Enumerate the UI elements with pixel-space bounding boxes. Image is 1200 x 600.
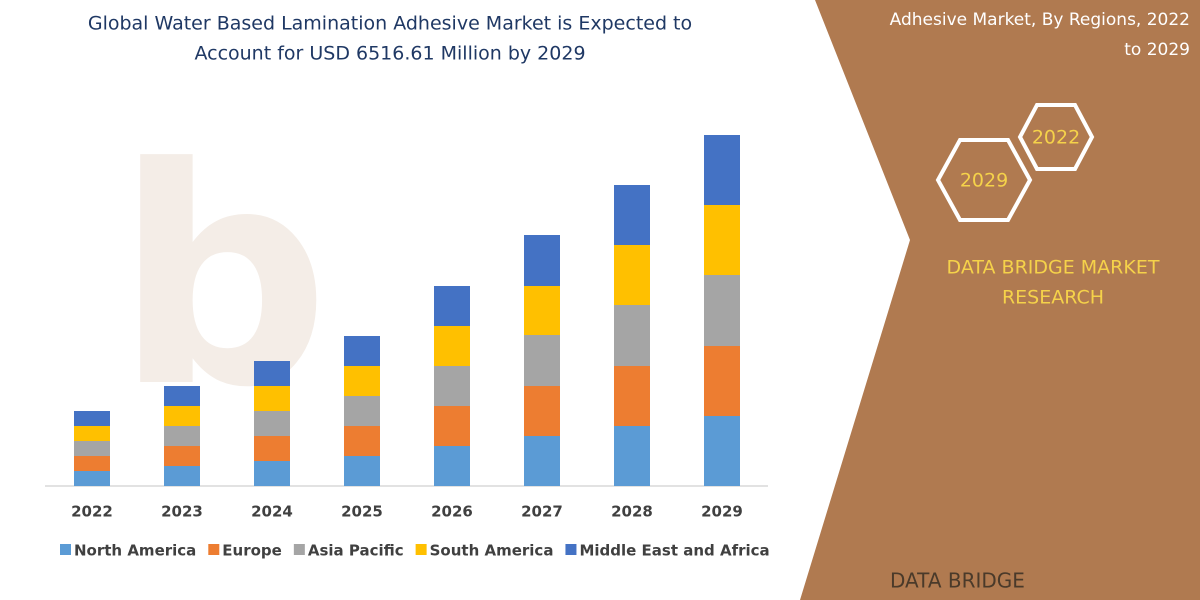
x-tick-label: 2025	[341, 503, 383, 521]
bar-segment	[254, 361, 290, 386]
logo-text: DATA BRIDGE	[890, 569, 1025, 593]
bar-segment	[74, 456, 110, 471]
hexagon	[935, 138, 1033, 222]
bar-segment	[614, 366, 650, 426]
bar-segment	[434, 406, 470, 446]
x-tick-label: 2027	[521, 503, 563, 521]
x-tick-label: 2023	[161, 503, 203, 521]
bar-segment	[164, 426, 200, 446]
bar-segment	[614, 185, 650, 245]
bar-segment	[164, 386, 200, 406]
bar-segment	[164, 406, 200, 426]
brand-text: DATA BRIDGE MARKET	[947, 257, 1160, 279]
bar-segment	[344, 426, 380, 456]
bar-segment	[254, 411, 290, 436]
bar-segment	[524, 386, 560, 436]
panel-heading: Adhesive Market, By Regions, 2022	[890, 10, 1190, 30]
bar-segment	[164, 466, 200, 486]
bar-segment	[434, 286, 470, 326]
x-tick-label: 2028	[611, 503, 653, 521]
bar-segment	[434, 326, 470, 366]
bar-segment	[344, 366, 380, 396]
chart-title: Global Water Based Lamination Adhesive M…	[88, 13, 692, 35]
badge-label: 2022	[1032, 127, 1080, 149]
panel-heading: to 2029	[1124, 40, 1190, 60]
hexagon	[1017, 103, 1095, 171]
bar-segment	[74, 411, 110, 426]
bar-segment	[704, 416, 740, 486]
chart-title: Account for USD 6516.61 Million by 2029	[194, 43, 585, 65]
bar-segment	[524, 436, 560, 486]
bar-segment	[524, 335, 560, 386]
x-tick-label: 2029	[701, 503, 743, 521]
bar-segment	[704, 346, 740, 416]
legend-label: Middle East and Africa	[579, 542, 769, 560]
x-tick-label: 2026	[431, 503, 473, 521]
bar-segment	[344, 456, 380, 486]
bar-segment	[344, 336, 380, 366]
bar-segment	[74, 471, 110, 486]
bar-segment	[524, 286, 560, 335]
legend-swatch	[565, 544, 577, 555]
legend-label: North America	[74, 542, 196, 560]
legend-swatch	[293, 544, 305, 555]
legend-swatch	[208, 544, 220, 555]
legend-swatch	[60, 544, 71, 555]
bar-segment	[254, 386, 290, 411]
bar-segment	[434, 446, 470, 486]
bar-segment	[614, 305, 650, 366]
bar-segment	[254, 461, 290, 486]
x-tick-label: 2022	[71, 503, 113, 521]
bar-segment	[704, 135, 740, 205]
legend-label: Europe	[222, 542, 282, 560]
bar-segment	[524, 235, 560, 286]
bar-segment	[74, 441, 110, 456]
bar-segment	[164, 446, 200, 466]
x-tick-label: 2024	[251, 503, 293, 521]
badge-label: 2029	[960, 170, 1008, 192]
watermark: b	[115, 104, 330, 453]
bar-segment	[434, 366, 470, 406]
legend-swatch	[415, 544, 427, 555]
legend-label: South America	[430, 542, 554, 560]
bar-segment	[254, 436, 290, 461]
legend-label: Asia Pacific	[308, 542, 404, 560]
bar-segment	[704, 275, 740, 346]
bar-segment	[614, 426, 650, 486]
brand-text: RESEARCH	[1002, 287, 1104, 309]
bar-segment	[344, 396, 380, 426]
side-panel	[800, 0, 1200, 600]
bar-segment	[614, 245, 650, 305]
bar-segment	[74, 426, 110, 441]
bar-segment	[704, 205, 740, 275]
